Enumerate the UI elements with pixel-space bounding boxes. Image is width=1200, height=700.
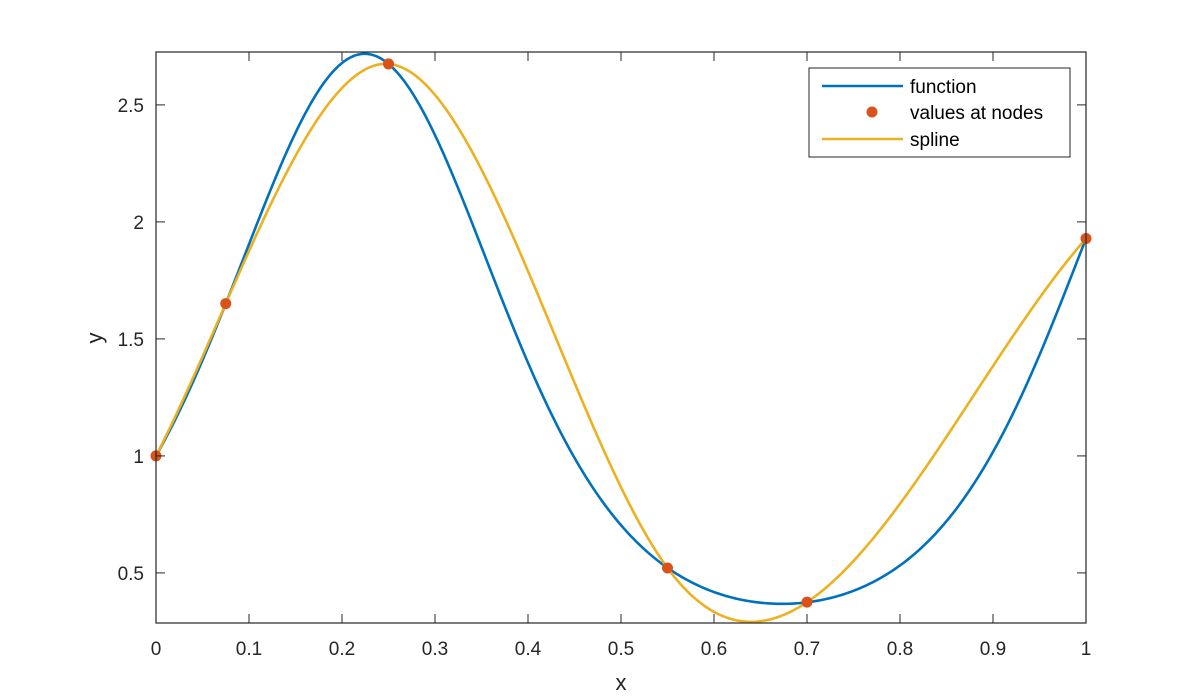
legend-item-values-at-nodes: values at nodes xyxy=(866,103,1043,124)
x-axis-label: x xyxy=(616,670,627,695)
legend-label-spline: spline xyxy=(910,130,960,151)
y-tick-label: 2 xyxy=(133,213,144,234)
x-tick-label: 0.6 xyxy=(701,639,727,660)
y-axis-label: y xyxy=(82,333,107,344)
x-tick-label: 0.7 xyxy=(794,639,820,660)
x-axis-ticks: 0 0.1 0.2 0.3 0.4 0.5 0.6 0.7 0.8 0.9 1 xyxy=(151,52,1092,660)
y-tick-label: 1.5 xyxy=(118,330,144,351)
legend-box xyxy=(808,67,1071,158)
node-marker xyxy=(383,58,394,70)
legend-label-values-at-nodes: values at nodes xyxy=(910,103,1043,124)
node-marker xyxy=(662,562,673,574)
y-tick-label: 0.5 xyxy=(118,564,144,585)
x-tick-label: 0.2 xyxy=(329,639,355,660)
function-curve xyxy=(156,52,1086,606)
x-tick-label: 0.3 xyxy=(422,639,448,660)
legend-label-function: function xyxy=(910,77,977,98)
x-tick-label: 1 xyxy=(1081,639,1092,660)
x-tick-label: 0.8 xyxy=(887,639,913,660)
node-marker xyxy=(801,596,813,608)
legend-item-function: function xyxy=(822,77,977,98)
x-tick-label: 0.4 xyxy=(515,639,542,660)
legend-item-spline: spline xyxy=(822,130,960,151)
spline-curve xyxy=(156,62,1086,623)
x-tick-label: 0.9 xyxy=(980,639,1006,660)
y-axis-ticks: 0.5 1 1.5 2 2.5 xyxy=(118,96,1086,585)
x-tick-label: 0.1 xyxy=(236,639,262,660)
y-tick-label: 1 xyxy=(133,447,144,468)
x-tick-label: 0.5 xyxy=(608,639,634,660)
legend-marker-icon xyxy=(866,106,878,118)
legend: function values at nodes spline xyxy=(808,67,1071,158)
y-tick-label: 2.5 xyxy=(118,96,144,117)
node-marker xyxy=(220,298,232,310)
curves xyxy=(156,52,1086,623)
x-tick-label: 0 xyxy=(151,639,162,660)
